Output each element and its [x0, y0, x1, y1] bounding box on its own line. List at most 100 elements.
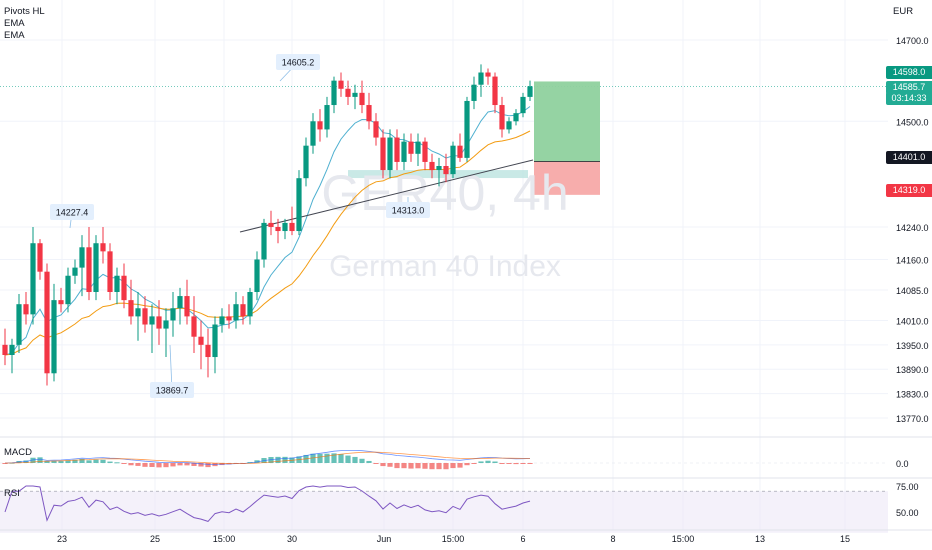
- candle-body: [359, 92, 365, 106]
- candle-body: [366, 105, 372, 122]
- macd-histogram-bar: [520, 463, 526, 464]
- candle-body: [205, 344, 211, 358]
- macd-histogram-bar: [331, 453, 337, 463]
- time-tick: 15:00: [213, 534, 236, 544]
- time-tick: 23: [57, 534, 67, 544]
- macd-histogram-bar: [464, 463, 470, 466]
- candle-body: [128, 300, 134, 317]
- watermark-symbol: GER40, 4h: [321, 165, 568, 221]
- price-tick: 14010.0: [896, 316, 929, 326]
- time-tick: 25: [150, 534, 160, 544]
- candle-body: [478, 72, 484, 85]
- price-tick: 13950.0: [896, 341, 929, 351]
- candle-body: [247, 292, 253, 317]
- candle-body: [450, 145, 456, 175]
- time-tick: Jun: [377, 534, 392, 544]
- ema-9-line: [4, 106, 531, 356]
- candle-body: [261, 222, 267, 260]
- macd-label[interactable]: MACD: [4, 447, 32, 458]
- candle-body: [191, 316, 197, 337]
- price-tick: 14500.0: [896, 117, 929, 127]
- time-tick: 6: [520, 534, 525, 544]
- price-tick: 14160.0: [896, 255, 929, 265]
- macd-histogram-bar: [79, 458, 85, 463]
- candle-body: [401, 141, 407, 162]
- macd-histogram-bar: [401, 463, 407, 469]
- last-price-label: 14585.7: [886, 81, 932, 94]
- macd-histogram-bar: [422, 463, 428, 469]
- candle-body: [72, 267, 78, 276]
- grid: [0, 0, 888, 530]
- macd-histogram-bar: [338, 454, 344, 463]
- rsi-label[interactable]: RSI: [4, 488, 20, 499]
- rsi-line: [4, 485, 531, 522]
- indicator-pivots[interactable]: Pivots HL: [4, 6, 45, 17]
- stop-loss-zone: [534, 161, 600, 195]
- macd-histogram-bar: [2, 463, 8, 464]
- candle-body: [436, 166, 442, 171]
- pivot-box: [276, 54, 320, 70]
- macd-signal-line: [5, 451, 530, 464]
- candle-body: [457, 145, 463, 158]
- pivot-label: 14605.2: [282, 58, 315, 68]
- currency-label: EUR: [893, 6, 914, 17]
- candles: [2, 64, 533, 386]
- candle-body: [65, 275, 71, 305]
- macd-histogram-bar: [184, 463, 190, 466]
- macd-histogram-bar: [380, 463, 386, 467]
- candle-body: [170, 308, 176, 321]
- macd-histogram-bar: [527, 463, 533, 464]
- candle-body: [387, 137, 393, 171]
- pivot-box: [50, 204, 94, 220]
- candle-body: [394, 137, 400, 162]
- candle-body: [485, 72, 491, 77]
- macd-histogram-bar: [205, 463, 211, 468]
- candle-body: [289, 222, 295, 232]
- pivot-box: [386, 202, 430, 218]
- macd-histogram-bar: [366, 460, 372, 463]
- candle-body: [79, 247, 85, 268]
- macd-histogram-bar: [100, 459, 106, 463]
- time-tick: 13: [755, 534, 765, 544]
- price-tick: 14240.0: [896, 223, 929, 233]
- candle-body: [310, 121, 316, 146]
- macd-histogram-bar: [128, 463, 134, 466]
- candle-body: [184, 296, 190, 317]
- macd-histogram-bar: [114, 462, 120, 464]
- candle-body: [296, 178, 302, 232]
- macd-histogram-bar: [492, 461, 498, 463]
- candle-body: [443, 166, 449, 175]
- take-profit-zone: [534, 81, 600, 162]
- macd-histogram-bar: [387, 463, 393, 467]
- stop-price-label: 14319.0: [886, 184, 932, 197]
- macd-histogram-bar: [65, 460, 71, 463]
- macd-histogram-bar: [86, 460, 92, 463]
- support-zone: [348, 170, 528, 179]
- indicator-ema-2[interactable]: EMA: [4, 30, 25, 41]
- candle-body: [464, 100, 470, 158]
- indicator-ema-1[interactable]: EMA: [4, 18, 25, 29]
- trendline: [239, 159, 534, 233]
- macd-histogram-bar: [471, 463, 477, 464]
- price-tick: 13890.0: [896, 365, 929, 375]
- macd-histogram-bar: [324, 453, 330, 463]
- candle-body: [219, 316, 225, 325]
- macd-histogram-bar: [247, 462, 253, 464]
- macd-histogram-bar: [156, 463, 162, 468]
- candle-body: [317, 121, 323, 130]
- pivot-label: 14227.4: [56, 208, 89, 218]
- macd-histogram-bar: [135, 463, 141, 466]
- position-tool: [348, 81, 600, 195]
- candle-body: [471, 84, 477, 101]
- candle-body: [44, 271, 50, 374]
- candle-body: [121, 275, 127, 301]
- ema-26-line: [4, 130, 531, 356]
- candle-body: [520, 96, 526, 114]
- macd-histogram-bar: [149, 463, 155, 467]
- support-trendline: [239, 159, 534, 233]
- candle-body: [135, 308, 141, 317]
- macd-histogram-bar: [450, 463, 456, 469]
- macd-histogram-bar: [408, 463, 414, 469]
- candle-body: [275, 226, 281, 232]
